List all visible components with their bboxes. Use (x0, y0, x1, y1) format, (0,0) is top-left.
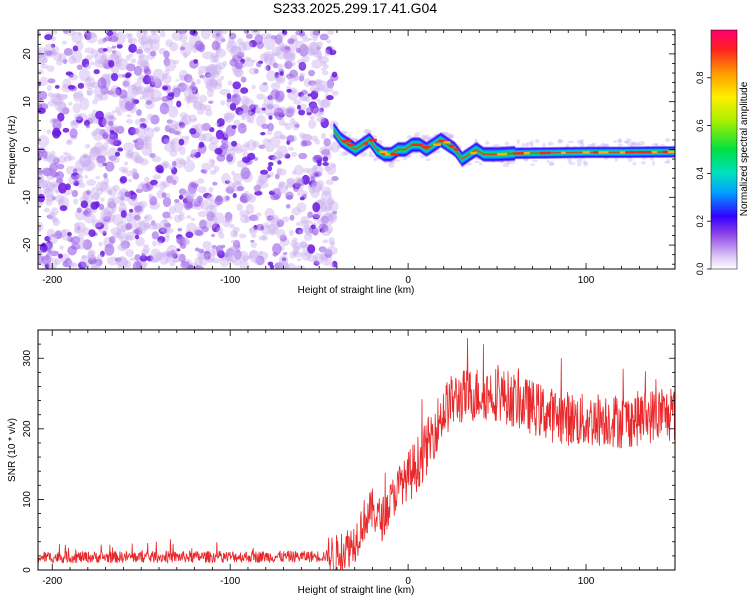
colorbar-ticks: 0.0 0.2 0.4 0.6 0.8 (695, 72, 711, 276)
colorbar-tick-label: 0.4 (695, 167, 705, 180)
snr-panel: -200 -100 0 100 0 100 200 300 Height of straigh… (7, 329, 676, 596)
spectrogram-plot-area (38, 30, 675, 269)
colorbar-label: Normalized spectral amplitude (739, 81, 750, 216)
snr-ytick-label: 300 (22, 349, 33, 366)
snr-series-line (38, 337, 675, 570)
spectrogram-ytick-label: 20 (22, 48, 33, 60)
snr-xtick-label: -200 (42, 576, 62, 587)
snr-xtick-label: -100 (220, 576, 240, 587)
chart-title: S233.2025.299.17.41.G04 (273, 0, 437, 16)
colorbar: 0.0 0.2 0.4 0.6 0.8 Normalized spectral ampl… (695, 29, 750, 276)
snr-ytick-label: 100 (22, 491, 33, 508)
colorbar-tick-label: 0.2 (695, 215, 705, 228)
snr-axes: -200 -100 0 100 0 100 200 300 (22, 329, 676, 587)
spectrogram-xtick-label: -100 (220, 275, 240, 286)
snr-xlabel: Height of straight line (km) (298, 585, 415, 596)
snr-ytick-label: 0 (22, 567, 33, 573)
spectrogram-xtick-label: -200 (42, 275, 62, 286)
spectrogram-ytick-label: 0 (22, 146, 33, 152)
spectrogram-ytick-label: -20 (22, 237, 33, 252)
spectrogram-ytick-label: 10 (22, 96, 33, 108)
spectrogram-xlabel: Height of straight line (km) (298, 285, 415, 296)
snr-frame (37, 329, 676, 571)
spectrogram-xtick-label: 0 (405, 275, 411, 286)
spectrogram-xtick-label: 100 (578, 275, 595, 286)
snr-ytick-label: 200 (22, 420, 33, 437)
signal-band (333, 122, 675, 168)
colorbar-gradient (710, 29, 738, 270)
snr-plot-area (38, 337, 675, 570)
colorbar-tick-label: 0.6 (695, 119, 705, 132)
spectrogram-ylabel: Frequency (Hz) (7, 116, 18, 185)
snr-ylabel: SNR (10 * v/v) (7, 418, 18, 482)
colorbar-tick-label: 0.0 (695, 263, 705, 276)
colorbar-tick-label: 0.8 (695, 72, 705, 85)
noise-speckle (38, 30, 340, 269)
snr-xtick-label: 100 (578, 576, 595, 587)
spectrogram-ytick-label: -10 (22, 190, 33, 205)
snr-xtick-label: 0 (405, 576, 411, 587)
signal-peak (342, 138, 675, 156)
